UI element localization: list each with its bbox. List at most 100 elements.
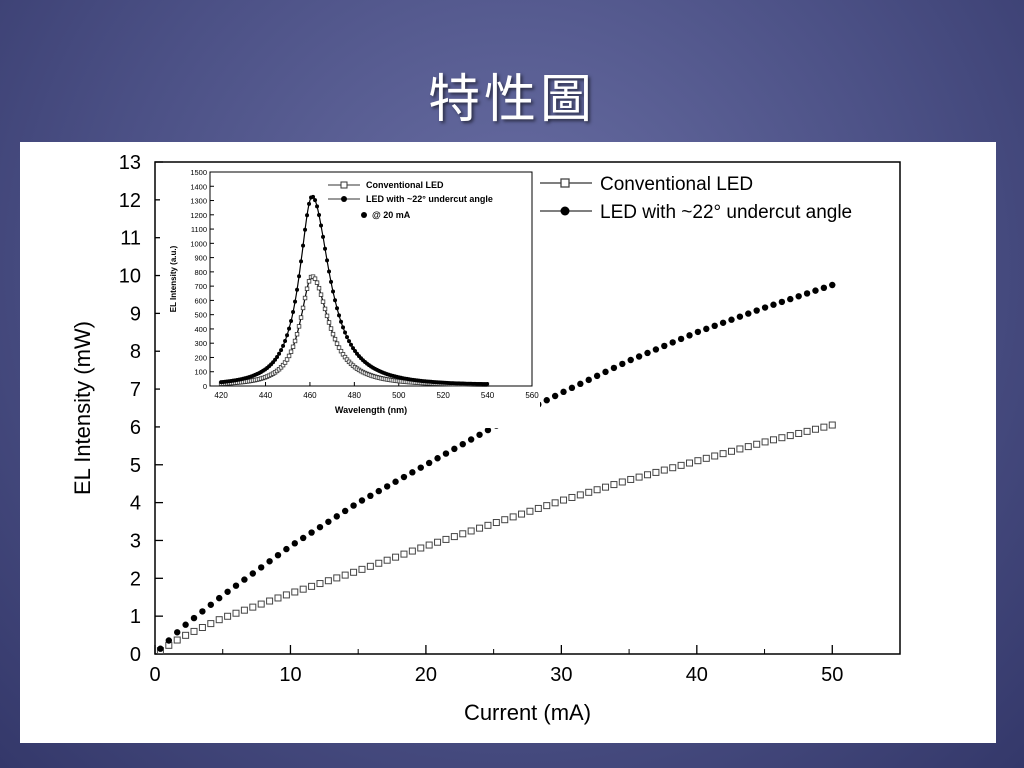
main-point (249, 603, 257, 611)
inset-point (320, 299, 326, 304)
main-point (627, 475, 635, 483)
main-x-ticks: 0 10 20 30 40 50 (149, 645, 843, 686)
main-point (702, 454, 710, 462)
main-point (660, 466, 668, 474)
main-point (442, 450, 450, 457)
main-point (282, 591, 290, 599)
main-y-tick-label: 7 (130, 379, 141, 401)
main-point (753, 440, 761, 448)
main-point (635, 473, 643, 481)
main-y-tick-label: 6 (130, 417, 141, 439)
main-point (283, 545, 290, 553)
main-point (257, 600, 265, 608)
inset-point (279, 348, 284, 353)
main-point (266, 558, 273, 565)
main-point (241, 576, 248, 583)
main-point (367, 492, 374, 500)
main-point (232, 582, 240, 589)
main-legend: Conventional LED LED with ~22° undercut … (530, 174, 852, 223)
main-point (492, 519, 500, 527)
inset-point (318, 292, 324, 297)
main-point (451, 445, 458, 453)
main-y-tick-label: 2 (130, 568, 141, 590)
main-point (619, 360, 626, 368)
inset-y-tick-label: 600 (194, 296, 207, 305)
main-x-tick-label: 30 (550, 664, 572, 686)
main-point (341, 571, 349, 579)
inset-point (275, 354, 280, 359)
inset-point (299, 259, 304, 264)
main-point (224, 588, 231, 595)
main-point (753, 307, 760, 314)
main-x-tick-label: 40 (686, 664, 708, 686)
main-point (299, 585, 307, 593)
main-point (476, 524, 484, 532)
main-point (333, 513, 340, 520)
inset-series (218, 194, 490, 387)
main-point (576, 491, 584, 499)
inset-point (347, 339, 352, 344)
slide-title: 特性圖 (427, 70, 596, 130)
main-point (450, 533, 458, 541)
main-point (728, 316, 735, 323)
main-point (811, 425, 819, 433)
main-y-tick-label: 12 (119, 190, 141, 212)
main-point (744, 443, 752, 451)
main-point (459, 440, 466, 448)
main-point (669, 339, 676, 346)
main-point (190, 614, 198, 622)
main-series-conventional (156, 421, 836, 655)
main-point (442, 535, 450, 543)
inset-point (334, 341, 340, 346)
inset-legend-label-undercut: LED with ~22° undercut angle (366, 194, 493, 204)
inset-point (321, 234, 326, 239)
inset-y-tick-label: 0 (203, 382, 207, 391)
inset-point (327, 269, 332, 274)
main-x-tick-label: 10 (279, 664, 301, 686)
inset-point (306, 279, 312, 284)
main-x-tick-label: 20 (415, 664, 437, 686)
main-point (627, 356, 634, 364)
main-point (249, 570, 256, 577)
main-point (820, 284, 828, 292)
main-point (375, 487, 382, 495)
main-point (610, 481, 618, 489)
main-point (778, 434, 786, 442)
inset-point (283, 338, 288, 343)
inset-x-tick-label: 520 (436, 391, 450, 400)
inset-annotation: @ 20 mA (372, 210, 411, 220)
inset-point (303, 227, 308, 232)
main-point (677, 335, 685, 343)
inset-point (341, 325, 346, 330)
inset-point (300, 305, 306, 311)
inset-point (331, 289, 336, 294)
inset-point (311, 194, 316, 199)
main-point (207, 620, 215, 628)
inset-y-tick-label: 300 (194, 339, 207, 348)
main-x-axis-label: Current (mA) (464, 700, 591, 725)
inset-annotation-marker (361, 212, 367, 218)
inset-y-tick-label: 100 (194, 368, 207, 377)
inset-point (289, 318, 294, 323)
inset-point (285, 333, 290, 338)
inset-legend-marker-undercut (341, 196, 347, 202)
inset-point (288, 349, 294, 354)
inset-y-tick-label: 200 (194, 353, 207, 362)
inset-point (325, 258, 330, 263)
main-point (240, 606, 248, 614)
main-point (694, 457, 702, 465)
inset-point (301, 243, 306, 248)
main-point (392, 553, 400, 561)
main-point (308, 582, 316, 590)
main-y-tick-label: 11 (120, 228, 141, 250)
inset-point (304, 286, 310, 291)
main-point (501, 516, 509, 524)
main-point (568, 384, 576, 392)
main-point (291, 588, 299, 596)
main-point (543, 397, 550, 404)
main-point (425, 459, 433, 467)
main-point (534, 504, 542, 512)
main-point (341, 507, 349, 515)
